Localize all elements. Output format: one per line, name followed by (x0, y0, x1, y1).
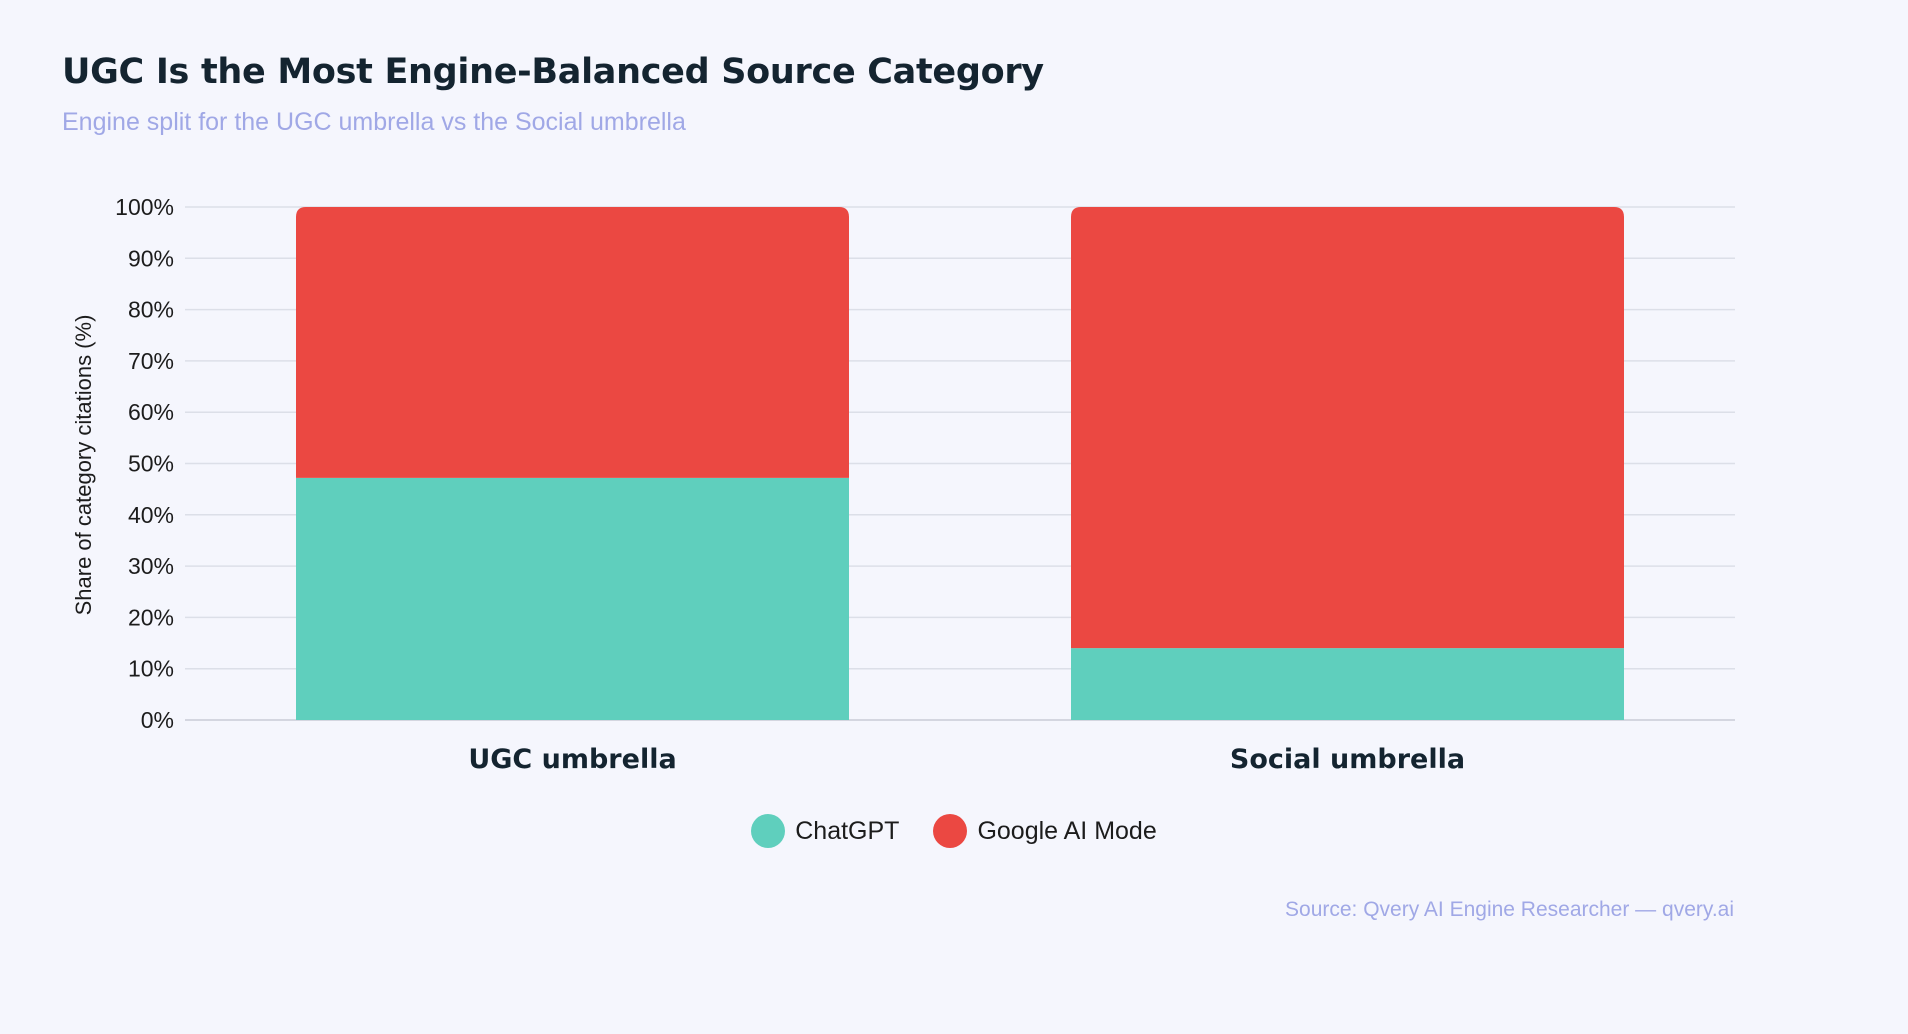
legend-label: ChatGPT (795, 816, 900, 845)
chart-subtitle: Engine split for the UGC umbrella vs the… (62, 108, 686, 136)
x-axis-ticks: UGC umbrella Social umbrella (468, 744, 1465, 775)
y-tick-label: 10% (128, 656, 174, 682)
y-tick-label: 60% (128, 399, 174, 425)
x-tick-label: Social umbrella (1230, 744, 1465, 775)
bars (296, 207, 1624, 720)
legend-label: Google AI Mode (977, 816, 1157, 845)
legend-item-chatgpt[interactable]: ChatGPT (751, 814, 899, 848)
y-axis-label: Share of category citations (%) (71, 315, 96, 616)
stacked-bar-chart: 0% 10% 20% 30% 40% 50% 60% 70% 80% 90% 100% UGC um… (71, 194, 1735, 775)
y-tick-label: 40% (128, 502, 174, 528)
y-tick-label: 50% (128, 451, 174, 477)
y-tick-label: 90% (128, 245, 174, 271)
legend-swatch-chatgpt (751, 814, 786, 848)
legend-swatch-google-ai-mode (933, 814, 968, 848)
y-axis-ticks: 0% 10% 20% 30% 40% 50% 60% 70% 80% 90% 100% (115, 194, 174, 733)
bar-google-ai-mode-social-umbrella (1071, 207, 1624, 649)
y-tick-label: 100% (115, 194, 174, 220)
bar-google-ai-mode-ugc-umbrella (296, 207, 849, 478)
bar-chatgpt-ugc-umbrella (296, 477, 849, 720)
legend: ChatGPT Google AI Mode (0, 814, 1908, 848)
bar-chatgpt-social-umbrella (1071, 648, 1624, 720)
x-tick-label: UGC umbrella (468, 744, 676, 775)
chart-title: UGC Is the Most Engine-Balanced Source C… (62, 52, 1044, 92)
source-note: Source: Qvery AI Engine Researcher — qve… (1285, 898, 1734, 921)
y-tick-label: 80% (128, 297, 174, 323)
legend-item-google-ai-mode[interactable]: Google AI Mode (933, 814, 1157, 848)
y-tick-label: 20% (128, 604, 174, 630)
y-tick-label: 70% (128, 348, 174, 374)
y-tick-label: 0% (141, 707, 174, 733)
y-tick-label: 30% (128, 553, 174, 579)
